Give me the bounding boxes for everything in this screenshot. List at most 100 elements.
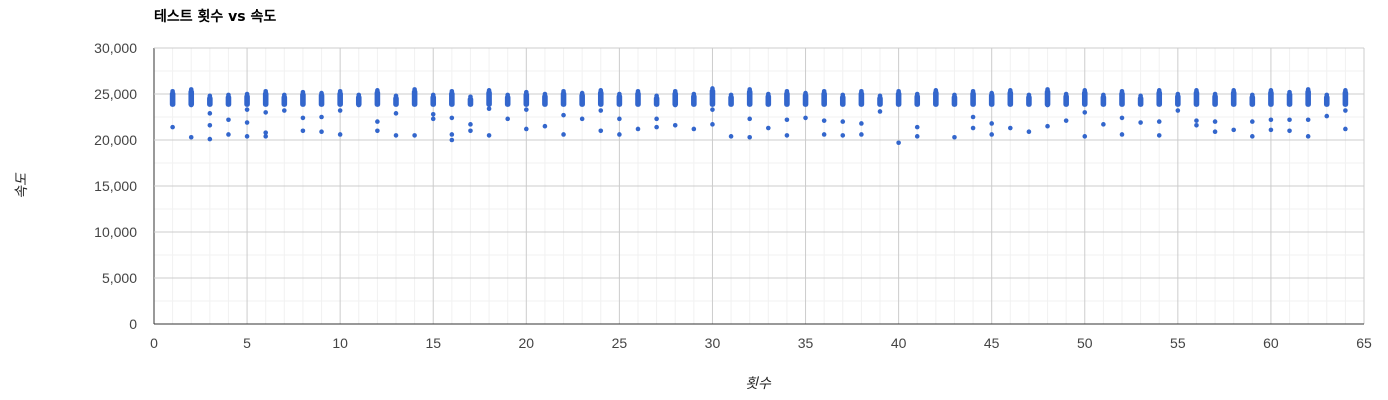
data-point <box>821 132 827 137</box>
x-tick-label: 55 <box>1170 335 1186 351</box>
point-column <box>877 95 883 107</box>
data-point <box>1194 88 1199 93</box>
point-column <box>691 94 697 107</box>
data-point <box>412 133 417 138</box>
data-point <box>1026 129 1032 135</box>
data-point <box>1063 91 1069 97</box>
x-tick-label: 0 <box>150 335 158 351</box>
data-point <box>803 90 808 96</box>
point-column <box>1156 90 1163 107</box>
data-point <box>654 93 659 99</box>
point-column <box>616 94 623 107</box>
data-point <box>896 88 901 94</box>
point-column <box>560 91 567 107</box>
data-point <box>337 108 343 113</box>
point-column <box>486 90 492 107</box>
data-point <box>188 102 194 108</box>
data-point <box>300 115 306 121</box>
x-tick-label: 50 <box>1077 335 1093 351</box>
data-point <box>1026 92 1032 98</box>
point-column <box>467 96 474 107</box>
data-point <box>356 102 362 108</box>
point-column <box>1342 90 1349 107</box>
data-point <box>337 88 343 94</box>
data-point <box>1250 119 1255 124</box>
y-tick-label: 30,000 <box>94 40 137 56</box>
data-point <box>1212 129 1218 135</box>
x-tick-label: 40 <box>891 335 907 351</box>
data-point <box>766 91 771 97</box>
point-column <box>1175 94 1181 107</box>
point-column <box>709 88 716 107</box>
data-point <box>244 134 250 139</box>
point-column <box>1119 91 1125 107</box>
data-point <box>970 125 976 131</box>
data-point <box>170 93 175 99</box>
point-column <box>1007 90 1014 107</box>
point-column <box>635 91 641 107</box>
data-point <box>226 117 231 123</box>
data-point <box>1305 134 1311 139</box>
y-tick-label: 0 <box>129 316 137 332</box>
data-point <box>914 91 920 97</box>
point-column <box>970 91 976 107</box>
data-point <box>859 132 864 137</box>
data-point <box>1305 117 1311 123</box>
data-point <box>1063 118 1069 123</box>
x-tick-label: 65 <box>1356 335 1372 351</box>
point-column <box>244 94 250 107</box>
data-point <box>542 91 548 97</box>
data-point <box>375 128 380 134</box>
data-point <box>375 88 380 93</box>
data-point <box>1082 110 1088 115</box>
data-point <box>468 94 473 100</box>
data-point <box>244 91 250 97</box>
data-point <box>933 88 939 93</box>
data-point <box>207 93 213 99</box>
data-point <box>1101 122 1106 127</box>
data-point <box>803 115 808 121</box>
x-tick-label: 60 <box>1263 335 1279 351</box>
data-point <box>1287 128 1292 134</box>
data-point <box>300 89 306 95</box>
data-point <box>672 102 678 108</box>
x-tick-label: 30 <box>705 335 721 351</box>
data-point <box>244 107 250 112</box>
data-point <box>952 134 957 140</box>
data-point <box>989 90 994 96</box>
data-point <box>1343 88 1348 93</box>
data-point <box>672 122 678 128</box>
data-point <box>598 88 604 93</box>
data-point <box>952 92 957 98</box>
data-point <box>505 116 510 122</box>
data-point <box>524 126 529 132</box>
data-point <box>356 92 362 98</box>
data-point <box>840 119 846 124</box>
y-axis-title: 속도 <box>14 172 30 199</box>
data-point <box>1343 126 1348 132</box>
point-column <box>1100 94 1107 107</box>
data-point <box>710 107 715 112</box>
data-point <box>188 91 194 97</box>
data-point <box>672 88 678 94</box>
data-point <box>617 116 622 122</box>
data-point <box>579 116 585 122</box>
data-point <box>561 112 566 118</box>
major-gridlines <box>153 47 1365 325</box>
point-column <box>300 92 306 107</box>
data-point <box>1250 134 1255 139</box>
data-point <box>524 89 529 95</box>
data-point <box>747 87 752 92</box>
data-point <box>524 107 529 112</box>
data-point <box>1305 87 1311 92</box>
point-column <box>821 91 827 107</box>
data-point <box>319 114 324 120</box>
data-point <box>319 129 324 135</box>
data-point <box>1119 132 1125 137</box>
data-point <box>412 100 417 106</box>
data-point <box>1045 87 1050 92</box>
data-point <box>654 116 659 122</box>
data-point <box>1175 91 1181 97</box>
data-point <box>1101 92 1106 98</box>
data-point <box>1119 88 1125 94</box>
